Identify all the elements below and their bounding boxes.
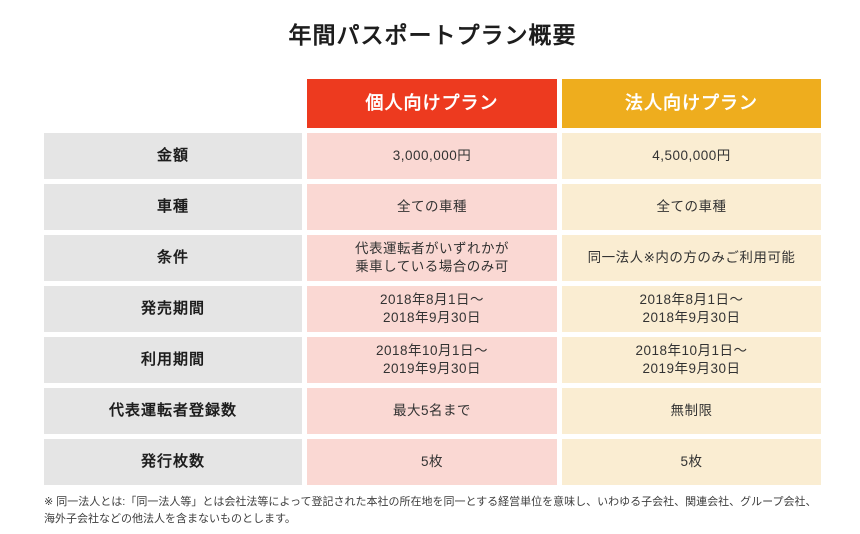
cell-sale-period-individual: 2018年8月1日〜 2018年9月30日	[307, 286, 557, 332]
row-header-usage-period: 利用期間	[44, 337, 302, 383]
cell-vehicle-type-corporate: 全ての車種	[562, 184, 821, 230]
row-header-conditions: 条件	[44, 235, 302, 281]
cell-usage-period-corporate: 2018年10月1日〜 2019年9月30日	[562, 337, 821, 383]
cell-usage-period-individual: 2018年10月1日〜 2019年9月30日	[307, 337, 557, 383]
cell-registered-drivers-individual: 最大5名まで	[307, 388, 557, 434]
cell-issued-cards-corporate: 5枚	[562, 439, 821, 485]
row-header-sale-period: 発売期間	[44, 286, 302, 332]
row-header-issued-cards: 発行枚数	[44, 439, 302, 485]
footnote: ※ 同一法人とは:「同一法人等」とは会社法等によって登記された本社の所在地を同一…	[44, 496, 817, 526]
page-title: 年間パスポートプラン概要	[288, 22, 577, 48]
cell-conditions-individual: 代表運転者がいずれかが 乗車している場合のみ可	[307, 235, 557, 281]
cell-conditions-corporate: 同一法人※内の方のみご利用可能	[562, 235, 821, 281]
cell-price-corporate: 4,500,000円	[562, 133, 821, 179]
table-corner-spacer	[44, 79, 302, 128]
cell-registered-drivers-corporate: 無制限	[562, 388, 821, 434]
column-header-individual-plan: 個人向けプラン	[307, 79, 557, 128]
cell-issued-cards-individual: 5枚	[307, 439, 557, 485]
row-header-registered-drivers: 代表運転者登録数	[44, 388, 302, 434]
cell-vehicle-type-individual: 全ての車種	[307, 184, 557, 230]
plan-comparison-table: 個人向けプラン 法人向けプラン 金額 3,000,000円 4,500,000円…	[44, 79, 821, 485]
cell-sale-period-corporate: 2018年8月1日〜 2018年9月30日	[562, 286, 821, 332]
row-header-vehicle-type: 車種	[44, 184, 302, 230]
column-header-corporate-plan: 法人向けプラン	[562, 79, 821, 128]
row-header-price: 金額	[44, 133, 302, 179]
cell-price-individual: 3,000,000円	[307, 133, 557, 179]
